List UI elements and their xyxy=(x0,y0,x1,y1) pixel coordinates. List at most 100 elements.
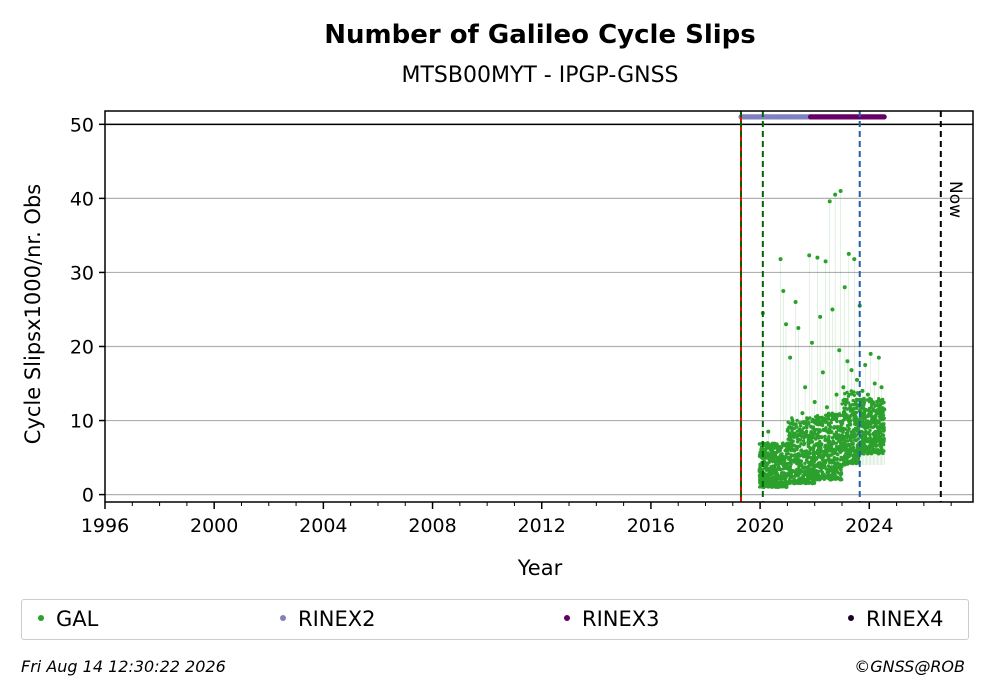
gal-band-point xyxy=(792,443,796,447)
gal-band-point xyxy=(845,439,850,443)
gal-point xyxy=(803,385,808,390)
gal-point xyxy=(779,461,784,466)
gal-band-point xyxy=(810,481,814,485)
gal-point xyxy=(831,449,836,454)
gal-band-point xyxy=(779,474,783,478)
gal-band-point xyxy=(794,434,798,438)
gal-point xyxy=(809,340,814,345)
chart-subtitle: MTSB00MYT - IPGP-GNSS xyxy=(401,63,678,88)
gal-point xyxy=(790,439,795,444)
gal-band-point xyxy=(799,468,803,473)
gal-point xyxy=(814,457,819,462)
gal-point xyxy=(805,451,810,456)
gal-point xyxy=(758,466,763,471)
x-tick-label: 2008 xyxy=(408,515,456,537)
gal-point xyxy=(833,192,838,197)
gal-band-point xyxy=(834,430,839,434)
gal-band-point xyxy=(803,471,807,476)
gal-point xyxy=(848,422,853,427)
gal-band-point xyxy=(810,419,814,424)
gal-band-point xyxy=(795,437,800,441)
gal-band-point xyxy=(833,473,837,477)
gal-band-point xyxy=(831,439,835,443)
gal-band-point xyxy=(813,471,817,475)
gal-band-point xyxy=(757,442,762,446)
gal-band-point xyxy=(809,425,813,429)
gal-point xyxy=(769,477,774,482)
gal-band-point xyxy=(878,403,882,407)
x-tick-label: 2012 xyxy=(518,515,566,537)
gal-band-point xyxy=(775,478,779,482)
gal-band-point xyxy=(855,446,859,450)
gal-point xyxy=(878,434,883,439)
gal-band-point xyxy=(878,409,882,413)
gal-point xyxy=(872,381,877,386)
y-tick-label: 30 xyxy=(70,262,94,284)
gal-band-point xyxy=(868,449,872,454)
gal-band-point xyxy=(795,418,799,423)
legend-item-rinex3: RINEX3 xyxy=(564,600,660,639)
gal-band-point xyxy=(880,432,885,437)
gal-band-point xyxy=(832,425,837,429)
gal-band-point xyxy=(790,421,794,425)
legend-marker-rinex4 xyxy=(848,615,854,621)
gal-band-point xyxy=(803,461,807,465)
gal-band-point xyxy=(823,420,828,424)
vertical-line-layer: Now xyxy=(739,111,965,502)
gal-band-point xyxy=(824,429,828,433)
gal-point xyxy=(853,401,858,406)
gal-band-point xyxy=(866,426,870,430)
gal-band-point xyxy=(776,462,781,467)
gal-point xyxy=(816,420,821,425)
gal-band-point xyxy=(847,427,851,431)
gal-point xyxy=(785,444,790,449)
gal-band-point xyxy=(831,458,836,462)
gal-band-point xyxy=(800,453,805,457)
gal-point xyxy=(796,325,801,330)
gal-band-point xyxy=(806,465,810,469)
gal-band-point xyxy=(818,415,822,420)
axis-layer: 0 10 20 30 40 50 1996 2000 2004 2008 2012 2016 2020 2… xyxy=(70,110,974,537)
gal-band-point xyxy=(860,406,864,410)
gal-band-point xyxy=(855,454,859,458)
gal-band-point xyxy=(803,469,807,473)
gal-band-point xyxy=(879,446,884,450)
gal-band-point xyxy=(871,407,875,412)
legend-label-rinex2: RINEX2 xyxy=(298,607,376,631)
gal-band-point xyxy=(795,452,799,457)
gal-band-point xyxy=(878,430,882,435)
gal-band-point xyxy=(880,451,885,455)
gal-band-point xyxy=(856,437,860,441)
y-tick-label: 0 xyxy=(82,485,94,507)
gal-band-point xyxy=(827,446,831,450)
gal-point xyxy=(879,385,884,390)
gal-point xyxy=(867,444,872,449)
gal-band-point xyxy=(831,417,836,421)
gal-band-point xyxy=(874,423,878,427)
gal-band-point xyxy=(820,415,824,419)
gal-band-point xyxy=(869,397,873,401)
gal-band-point xyxy=(834,476,838,481)
gal-band-point xyxy=(882,437,886,441)
chart-title: Number of Galileo Cycle Slips xyxy=(324,20,756,50)
gal-band-point xyxy=(874,429,878,434)
gal-band-point xyxy=(808,433,812,438)
gal-band-point xyxy=(816,430,821,435)
gal-point xyxy=(819,442,824,447)
gal-band-point xyxy=(792,423,797,427)
gal-band-point xyxy=(826,456,831,460)
gal-point xyxy=(852,257,857,262)
gal-band-point xyxy=(851,398,855,403)
legend-marker-gal xyxy=(38,615,44,621)
gal-band-point xyxy=(833,466,837,470)
gal-band-point xyxy=(841,457,845,462)
gal-band-point xyxy=(841,398,845,403)
gal-band-point xyxy=(835,457,839,462)
gal-point xyxy=(875,400,880,405)
gal-point xyxy=(880,422,885,427)
gal-band-point xyxy=(875,408,879,412)
gal-band-point xyxy=(801,439,806,443)
gal-band-point xyxy=(804,449,809,453)
gal-band-point xyxy=(817,478,822,482)
gal-band-point xyxy=(817,454,822,458)
